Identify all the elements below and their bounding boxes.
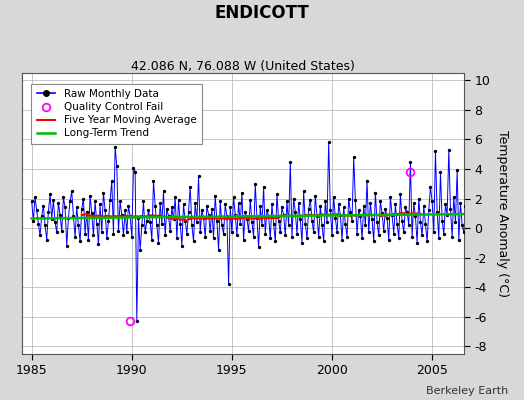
Legend: Raw Monthly Data, Quality Control Fail, Five Year Moving Average, Long-Term Tren: Raw Monthly Data, Quality Control Fail, … bbox=[31, 84, 202, 144]
Text: Berkeley Earth: Berkeley Earth bbox=[426, 386, 508, 396]
Title: 42.086 N, 76.088 W (United States): 42.086 N, 76.088 W (United States) bbox=[131, 60, 355, 73]
Text: ENDICOTT: ENDICOTT bbox=[215, 4, 309, 22]
Y-axis label: Temperature Anomaly (°C): Temperature Anomaly (°C) bbox=[496, 130, 509, 297]
